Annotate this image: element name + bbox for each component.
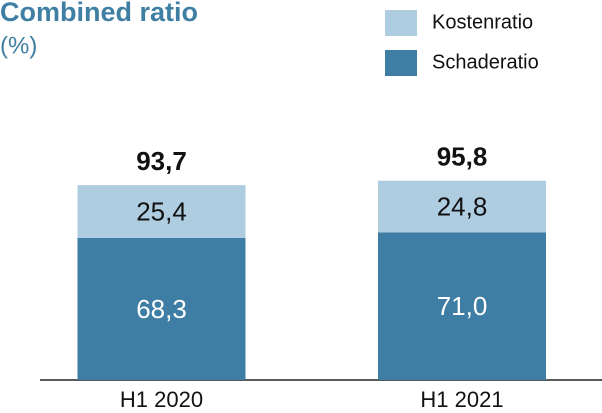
bar-segment: [378, 180, 546, 233]
legend-swatch: [385, 10, 417, 36]
chart-title: Combined ratio: [0, 0, 198, 27]
x-tick-label: H1 2020: [120, 387, 203, 412]
x-tick-label: H1 2021: [420, 387, 503, 412]
bar-segment: [77, 185, 246, 238]
value-label: 71,0: [437, 291, 488, 321]
value-label: 25,4: [136, 196, 187, 226]
legend-swatch: [385, 50, 417, 76]
legend-label: Schaderatio: [432, 51, 539, 73]
chart-subtitle: (%): [0, 32, 37, 59]
value-label: 68,3: [136, 294, 187, 324]
legend-label: Kostenratio: [432, 11, 533, 33]
total-label: 93,7: [136, 146, 187, 176]
value-label: 24,8: [437, 191, 488, 221]
total-label: 95,8: [437, 142, 488, 172]
bar-segment: [378, 232, 546, 380]
bar-segment: [77, 237, 246, 380]
